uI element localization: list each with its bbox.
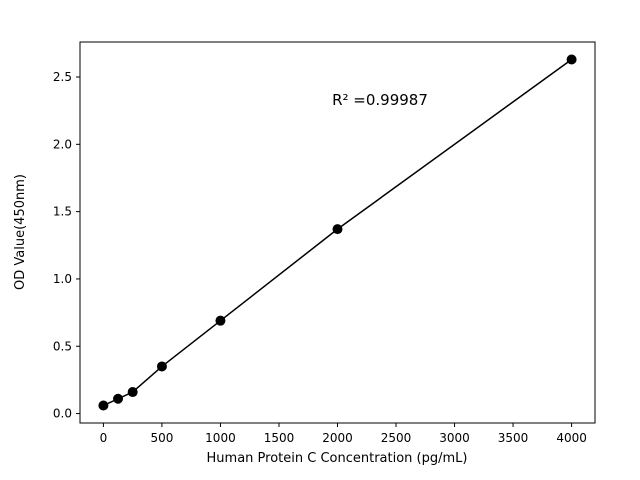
data-point xyxy=(332,224,343,235)
y-tick-label: 0.5 xyxy=(53,339,72,353)
x-tick-label: 2000 xyxy=(322,431,353,445)
y-tick-label: 2.5 xyxy=(53,70,72,84)
y-tick-label: 0.0 xyxy=(53,407,72,421)
x-tick-label: 3000 xyxy=(439,431,470,445)
x-tick-label: 1500 xyxy=(264,431,295,445)
data-point xyxy=(98,400,109,411)
y-axis-label: OD Value(450nm) xyxy=(13,174,28,290)
x-tick-label: 1000 xyxy=(205,431,236,445)
x-tick-label: 4000 xyxy=(556,431,587,445)
data-point xyxy=(113,393,124,404)
data-point xyxy=(156,361,167,372)
r-squared-annotation: R² =0.99987 xyxy=(332,91,428,109)
x-tick-label: 2500 xyxy=(381,431,412,445)
y-tick-label: 2.0 xyxy=(53,137,72,151)
x-tick-label: 500 xyxy=(150,431,173,445)
data-point xyxy=(215,315,226,326)
x-tick-label: 0 xyxy=(100,431,108,445)
data-point xyxy=(566,54,577,65)
y-tick-label: 1.0 xyxy=(53,272,72,286)
x-tick-label: 3500 xyxy=(498,431,529,445)
data-point xyxy=(127,387,138,398)
y-tick-label: 1.5 xyxy=(53,205,72,219)
x-axis-label: Human Protein C Concentration (pg/mL) xyxy=(207,451,468,466)
